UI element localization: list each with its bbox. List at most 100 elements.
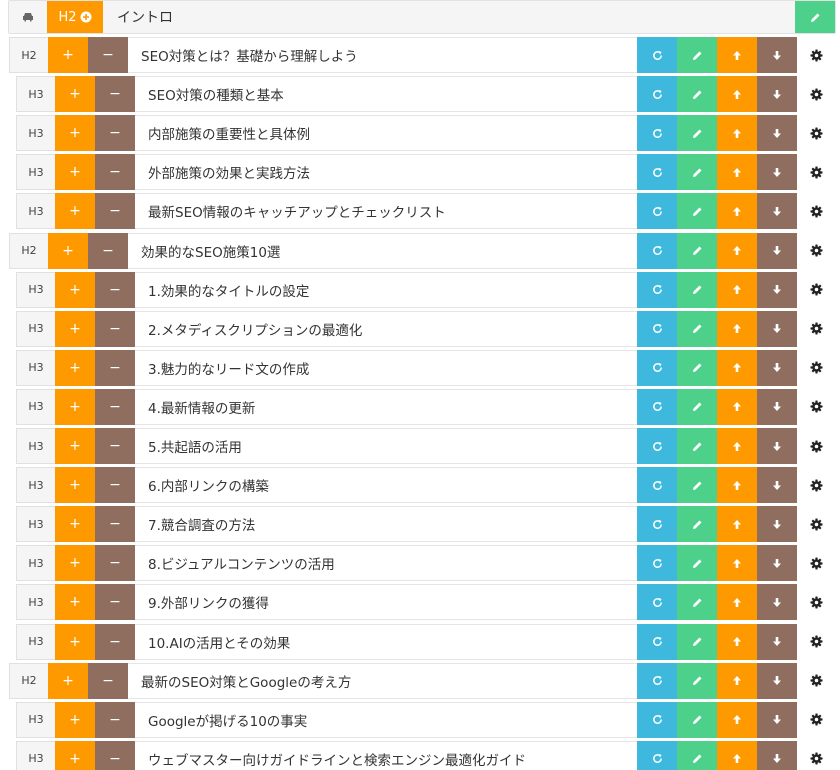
settings-button[interactable] <box>797 506 836 542</box>
heading-title[interactable]: 効果的なSEO施策10選 <box>128 232 637 269</box>
add-heading-button[interactable]: + <box>55 545 95 582</box>
edit-button[interactable] <box>677 701 717 738</box>
remove-heading-button[interactable]: − <box>88 232 128 269</box>
edit-button[interactable] <box>677 349 717 386</box>
remove-heading-button[interactable]: − <box>95 310 135 347</box>
heading-title[interactable]: 10.AIの活用とその効果 <box>135 623 637 660</box>
settings-button[interactable] <box>797 624 836 660</box>
move-down-button[interactable] <box>757 232 797 269</box>
remove-heading-button[interactable]: − <box>95 349 135 386</box>
move-up-button[interactable] <box>717 154 757 191</box>
regenerate-button[interactable] <box>637 584 677 621</box>
edit-button[interactable] <box>677 740 717 770</box>
move-up-button[interactable] <box>717 662 757 699</box>
remove-heading-button[interactable]: − <box>95 388 135 425</box>
regenerate-button[interactable] <box>637 388 677 425</box>
regenerate-button[interactable] <box>637 701 677 738</box>
heading-title[interactable]: 6.内部リンクの構築 <box>135 467 637 504</box>
move-up-button[interactable] <box>717 506 757 543</box>
settings-button[interactable] <box>797 76 836 112</box>
regenerate-button[interactable] <box>637 37 677 73</box>
move-down-button[interactable] <box>757 115 797 152</box>
heading-title[interactable]: 3.魅力的なリード文の作成 <box>135 349 637 386</box>
move-up-button[interactable] <box>717 428 757 464</box>
add-heading-button[interactable]: + <box>55 428 95 464</box>
regenerate-button[interactable] <box>637 662 677 699</box>
add-heading-button[interactable]: + <box>55 76 95 113</box>
add-heading-button[interactable]: + <box>55 623 95 660</box>
add-heading-button[interactable]: + <box>55 310 95 347</box>
remove-heading-button[interactable]: − <box>95 428 135 464</box>
regenerate-button[interactable] <box>637 349 677 386</box>
settings-button[interactable] <box>797 154 836 190</box>
regenerate-button[interactable] <box>637 467 677 504</box>
add-heading-button[interactable]: + <box>48 662 88 699</box>
move-down-button[interactable] <box>757 545 797 582</box>
settings-button[interactable] <box>797 350 836 386</box>
settings-button[interactable] <box>797 584 836 620</box>
heading-title[interactable]: 内部施策の重要性と具体例 <box>135 115 637 152</box>
regenerate-button[interactable] <box>637 154 677 191</box>
edit-button[interactable] <box>677 232 717 269</box>
remove-heading-button[interactable]: − <box>95 115 135 152</box>
regenerate-button[interactable] <box>637 232 677 269</box>
settings-button[interactable] <box>797 467 836 503</box>
intro-edit-button[interactable] <box>795 1 835 33</box>
add-heading-button[interactable]: + <box>55 467 95 504</box>
move-down-button[interactable] <box>757 584 797 621</box>
move-up-button[interactable] <box>717 193 757 230</box>
move-up-button[interactable] <box>717 545 757 582</box>
move-down-button[interactable] <box>757 37 797 73</box>
edit-button[interactable] <box>677 467 717 504</box>
move-up-button[interactable] <box>717 388 757 425</box>
heading-title[interactable]: 8.ビジュアルコンテンツの活用 <box>135 545 637 582</box>
move-up-button[interactable] <box>717 584 757 621</box>
settings-button[interactable] <box>797 193 836 229</box>
move-down-button[interactable] <box>757 76 797 113</box>
move-down-button[interactable] <box>757 349 797 386</box>
move-up-button[interactable] <box>717 271 757 308</box>
heading-title[interactable]: 2.メタディスクリプションの最適化 <box>135 310 637 347</box>
regenerate-button[interactable] <box>637 506 677 543</box>
intro-add-h2-button[interactable]: H2 <box>47 1 103 33</box>
settings-button[interactable] <box>797 272 836 308</box>
remove-heading-button[interactable]: − <box>95 584 135 621</box>
heading-title[interactable]: 5.共起語の活用 <box>135 428 637 464</box>
heading-title[interactable]: 最新SEO情報のキャッチアップとチェックリスト <box>135 193 637 230</box>
add-heading-button[interactable]: + <box>55 271 95 308</box>
remove-heading-button[interactable]: − <box>88 37 128 73</box>
move-up-button[interactable] <box>717 232 757 269</box>
add-heading-button[interactable]: + <box>55 349 95 386</box>
heading-title[interactable]: 外部施策の効果と実践方法 <box>135 154 637 191</box>
heading-title[interactable]: 1.効果的なタイトルの設定 <box>135 271 637 308</box>
add-heading-button[interactable]: + <box>55 506 95 543</box>
move-up-button[interactable] <box>717 37 757 73</box>
edit-button[interactable] <box>677 584 717 621</box>
edit-button[interactable] <box>677 193 717 230</box>
add-heading-button[interactable]: + <box>48 37 88 73</box>
regenerate-button[interactable] <box>637 76 677 113</box>
heading-title[interactable]: 7.競合調査の方法 <box>135 506 637 543</box>
move-down-button[interactable] <box>757 428 797 464</box>
regenerate-button[interactable] <box>637 193 677 230</box>
move-down-button[interactable] <box>757 193 797 230</box>
remove-heading-button[interactable]: − <box>95 154 135 191</box>
settings-button[interactable] <box>797 37 836 73</box>
remove-heading-button[interactable]: − <box>88 662 128 699</box>
move-down-button[interactable] <box>757 740 797 770</box>
heading-title[interactable]: ウェブマスター向けガイドラインと検索エンジン最適化ガイド <box>135 740 637 770</box>
settings-button[interactable] <box>797 702 836 738</box>
regenerate-button[interactable] <box>637 428 677 464</box>
move-down-button[interactable] <box>757 310 797 347</box>
add-heading-button[interactable]: + <box>55 193 95 230</box>
move-down-button[interactable] <box>757 271 797 308</box>
move-down-button[interactable] <box>757 662 797 699</box>
edit-button[interactable] <box>677 76 717 113</box>
regenerate-button[interactable] <box>637 740 677 770</box>
heading-title[interactable]: SEO対策の種類と基本 <box>135 76 637 113</box>
move-down-button[interactable] <box>757 467 797 504</box>
settings-button[interactable] <box>797 115 836 151</box>
edit-button[interactable] <box>677 388 717 425</box>
regenerate-button[interactable] <box>637 115 677 152</box>
heading-title[interactable]: 4.最新情報の更新 <box>135 388 637 425</box>
